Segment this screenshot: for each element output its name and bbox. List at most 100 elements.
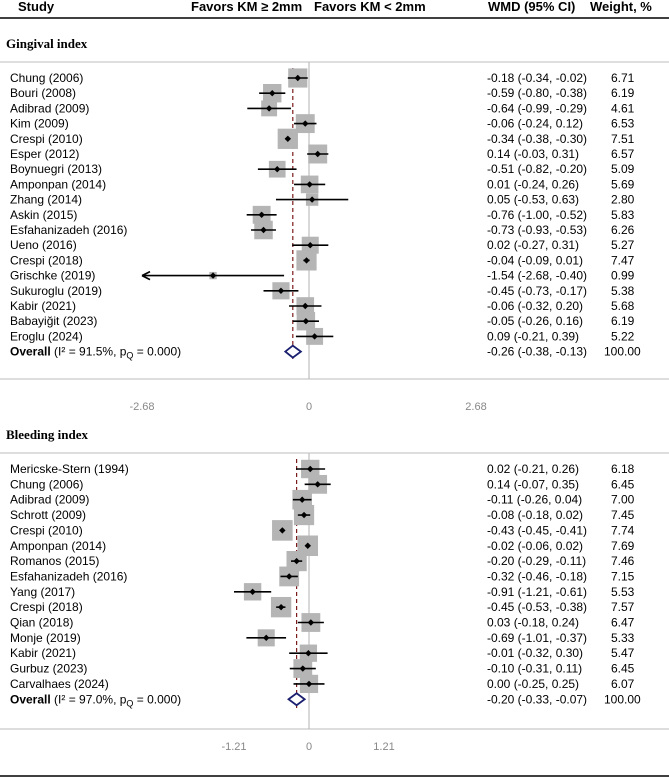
overall-wmd-ci: -0.26 (-0.38, -0.13): [487, 345, 587, 359]
study-name: Romanos (2015): [10, 554, 99, 568]
wmd-ci-value: -0.06 (-0.24, 0.12): [487, 117, 583, 131]
wmd-ci-value: -0.04 (-0.09, 0.01): [487, 253, 583, 267]
header-study: Study: [18, 0, 55, 14]
point-estimate: [277, 603, 285, 611]
study-name: Crespi (2018): [10, 600, 83, 614]
study-name: Crespi (2010): [10, 132, 83, 146]
study-name: Esfahanizadeh (2016): [10, 569, 127, 583]
study-name: Qian (2018): [10, 616, 73, 630]
wmd-ci-value: 0.00 (-0.25, 0.25): [487, 677, 579, 691]
weight-value: 6.45: [611, 662, 635, 676]
wmd-ci-value: -0.18 (-0.34, -0.02): [487, 71, 587, 85]
x-tick-label: 2.68: [465, 401, 486, 413]
wmd-ci-value: -0.05 (-0.26, 0.16): [487, 314, 583, 328]
wmd-ci-value: 0.02 (-0.21, 0.26): [487, 462, 579, 476]
x-tick-label: -1.21: [221, 741, 246, 753]
weight-value: 6.45: [611, 477, 635, 491]
wmd-ci-value: 0.14 (-0.07, 0.35): [487, 477, 579, 491]
point-estimate: [300, 511, 308, 519]
wmd-ci-value: -0.64 (-0.99, -0.29): [487, 101, 587, 115]
overall-wmd-ci: -0.20 (-0.33, -0.07): [487, 692, 587, 706]
point-estimate: [285, 573, 293, 580]
point-estimate: [307, 465, 314, 473]
point-estimate: [263, 634, 270, 642]
weight-value: 5.27: [611, 238, 635, 252]
weight-value: 4.61: [611, 101, 635, 115]
point-estimate: [258, 211, 265, 218]
wmd-ci-value: 0.02 (-0.27, 0.31): [487, 238, 579, 252]
weight-value: 7.45: [611, 508, 635, 522]
point-estimate: [294, 74, 301, 82]
x-tick-label: 0: [306, 741, 312, 753]
forest-panel: Bleeding index Mericske-Stern (1994) 0.02 …: [0, 427, 669, 753]
wmd-ci-value: 0.14 (-0.03, 0.31): [487, 147, 579, 161]
study-name: Sukuroglu (2019): [10, 284, 102, 298]
overall-diamond: [287, 692, 307, 707]
weight-value: 7.57: [611, 600, 635, 614]
study-name: Babayiğit (2023): [10, 314, 97, 328]
ci-arrow: [141, 270, 151, 281]
panel-title: Bleeding index: [6, 427, 88, 442]
weight-value: 5.09: [611, 162, 635, 176]
wmd-ci-value: -0.32 (-0.46, -0.18): [487, 569, 587, 583]
wmd-ci-value: -0.59 (-0.80, -0.38): [487, 86, 587, 100]
point-estimate: [209, 272, 217, 279]
study-name: Monje (2019): [10, 631, 81, 645]
study-name: Ueno (2016): [10, 238, 77, 252]
weight-value: 6.19: [611, 314, 635, 328]
wmd-ci-value: -0.45 (-0.53, -0.38): [487, 600, 587, 614]
overall-label: Overall (I² = 97.0%, pQ = 0.000): [10, 692, 181, 708]
wmd-ci-value: -1.54 (-2.68, -0.40): [487, 269, 587, 283]
wmd-ci-value: 0.01 (-0.24, 0.26): [487, 177, 579, 191]
wmd-ci-value: -0.06 (-0.32, 0.20): [487, 299, 583, 313]
wmd-ci-value: -0.10 (-0.31, 0.11): [487, 662, 582, 676]
weight-value: 7.00: [611, 493, 635, 507]
point-estimate: [279, 527, 286, 534]
point-estimate: [299, 665, 307, 672]
weight-value: 5.68: [611, 299, 635, 313]
weight-value: 6.26: [611, 223, 635, 237]
point-estimate: [307, 242, 314, 249]
wmd-ci-value: -0.91 (-1.21, -0.61): [487, 585, 587, 599]
point-estimate: [265, 105, 273, 112]
weight-value: 5.69: [611, 177, 635, 191]
point-estimate: [314, 150, 321, 158]
study-name: Kim (2009): [10, 117, 69, 131]
study-name: Yang (2017): [10, 585, 75, 599]
weight-value: 6.53: [611, 117, 635, 131]
wmd-ci-value: -0.76 (-1.00, -0.52): [487, 208, 587, 222]
wmd-ci-value: -0.20 (-0.29, -0.11): [487, 554, 586, 568]
weight-value: 5.53: [611, 585, 635, 599]
study-name: Carvalhaes (2024): [10, 677, 109, 691]
overall-weight: 100.00: [604, 692, 641, 706]
wmd-ci-value: -0.02 (-0.06, 0.02): [487, 539, 583, 553]
point-estimate: [302, 302, 309, 310]
study-name: Mericske-Stern (1994): [10, 462, 129, 476]
study-name: Amponpan (2014): [10, 539, 106, 553]
weight-value: 6.47: [611, 616, 635, 630]
study-name: Schrott (2009): [10, 508, 86, 522]
point-estimate: [308, 196, 316, 203]
weight-value: 7.69: [611, 539, 635, 553]
point-estimate: [249, 588, 256, 595]
weight-value: 7.51: [611, 132, 635, 146]
study-name: Boynuegri (2013): [10, 162, 102, 176]
wmd-ci-value: 0.03 (-0.18, 0.24): [487, 616, 579, 630]
point-estimate: [304, 542, 311, 549]
study-name: Adibrad (2009): [10, 493, 89, 507]
wmd-ci-value: -0.73 (-0.93, -0.53): [487, 223, 587, 237]
study-name: Esfahanizadeh (2016): [10, 223, 127, 237]
point-estimate: [305, 650, 312, 657]
weight-value: 5.33: [611, 631, 635, 645]
point-estimate: [302, 120, 309, 127]
header-wmd: WMD (95% CI): [488, 0, 575, 14]
wmd-ci-value: -0.08 (-0.18, 0.02): [487, 508, 583, 522]
point-estimate: [306, 181, 313, 188]
point-estimate: [260, 226, 267, 234]
wmd-ci-value: 0.05 (-0.53, 0.63): [487, 193, 579, 207]
wmd-ci-value: -0.51 (-0.82, -0.20): [487, 162, 587, 176]
study-name: Adibrad (2009): [10, 101, 89, 115]
wmd-ci-value: -0.45 (-0.73, -0.17): [487, 284, 587, 298]
weight-value: 5.47: [611, 646, 635, 660]
weight-value: 6.71: [611, 71, 635, 85]
